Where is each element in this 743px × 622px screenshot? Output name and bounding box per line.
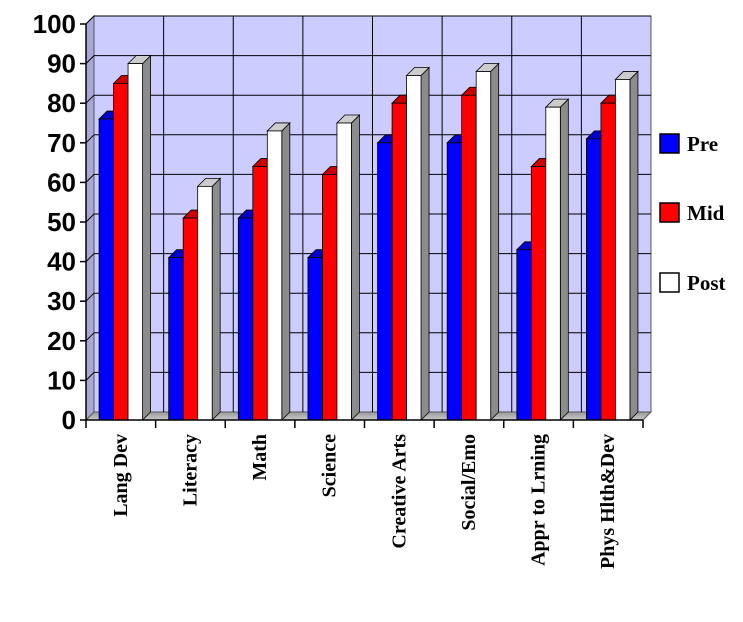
y-tick-label: 40 <box>47 247 76 277</box>
x-tick-label: Phys Hlth&Dev <box>597 434 619 569</box>
gridline-side <box>85 94 95 104</box>
gridline-side <box>85 213 95 223</box>
gridline-side <box>85 174 95 183</box>
legend-item-mid: Mid <box>659 201 725 225</box>
legend-label: Mid <box>687 201 725 225</box>
legend-item-post: Post <box>659 271 726 295</box>
x-tick-label: Appr to Lrning <box>528 434 550 566</box>
y-tick-label: 10 <box>47 365 76 395</box>
y-tick-label: 80 <box>47 88 76 118</box>
x-tick-label: Creative Arts <box>388 434 410 549</box>
y-tick-label: 100 <box>33 9 76 39</box>
x-tick-label: Science <box>319 434 341 497</box>
y-tick-label: 70 <box>47 128 76 158</box>
bar-post-6 <box>475 62 500 421</box>
y-tick-label: 50 <box>47 207 76 237</box>
bars-group <box>98 54 639 421</box>
bar-post-8 <box>614 70 639 421</box>
bar-post-7 <box>544 98 570 421</box>
x-tick-label: Social/Emo <box>458 434 480 531</box>
y-tick-label: 0 <box>62 405 76 435</box>
bar-post-2 <box>196 177 222 421</box>
y-tick-label: 30 <box>47 286 76 316</box>
legend-swatch <box>659 202 680 223</box>
legend-swatch <box>659 133 680 154</box>
legend-swatch <box>659 272 680 293</box>
legend-label: Pre <box>687 132 718 156</box>
gridline-side <box>85 253 95 262</box>
bar-post-5 <box>405 66 431 421</box>
y-tick-label: 60 <box>47 167 76 197</box>
legend-item-pre: Pre <box>659 132 718 156</box>
gridline-side <box>85 134 95 144</box>
bar-post-4 <box>335 114 361 421</box>
axes-group: 0 10 20 30 40 50 60 70 80 90 100 Lang Dev Literacy Ma… <box>33 9 644 569</box>
x-tick-label: Lang Dev <box>110 434 132 517</box>
gridline-side <box>85 372 95 381</box>
x-tick-label: Literacy <box>179 434 201 506</box>
legend-label: Post <box>687 271 726 295</box>
y-tick-label: 90 <box>47 49 76 79</box>
gridline-side <box>85 332 95 342</box>
x-tick-label: Math <box>249 434 271 481</box>
y-tick-label: 20 <box>47 326 76 356</box>
gridline-side <box>85 55 95 64</box>
bar-post-1 <box>127 54 152 421</box>
bar-post-3 <box>266 121 291 421</box>
gridline-side <box>85 15 95 25</box>
gridline-side <box>85 292 95 302</box>
legend: Pre Mid Post <box>659 132 726 295</box>
